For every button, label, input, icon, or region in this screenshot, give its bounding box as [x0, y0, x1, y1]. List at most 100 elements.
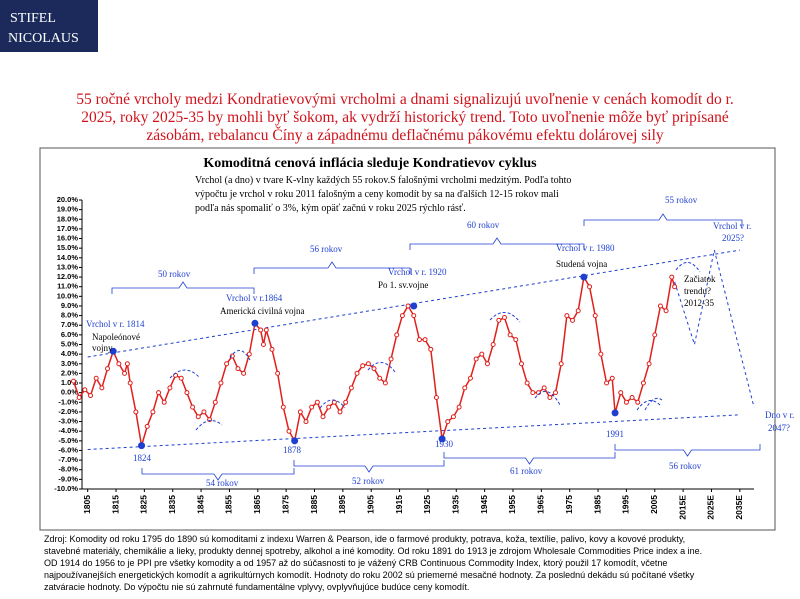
point: [178, 375, 184, 381]
y-tick-label: 2.0%: [61, 368, 78, 377]
point: [405, 303, 411, 309]
annotation: 1930: [435, 439, 454, 449]
point: [212, 399, 218, 405]
annotation: 54 rokov: [206, 478, 239, 488]
annotation: 60 rokov: [467, 220, 500, 230]
point: [116, 361, 122, 367]
x-tick-label: 1835: [167, 495, 177, 514]
y-tick-label: 10.0%: [57, 291, 79, 300]
point: [195, 414, 201, 420]
point: [246, 351, 252, 357]
chart-title: Komoditná cenová inflácia sleduje Kondra…: [203, 156, 537, 171]
annotation: Napoleónové: [92, 332, 140, 342]
point: [428, 346, 434, 352]
y-tick-label: 13.0%: [57, 262, 79, 271]
arrow: [534, 390, 561, 406]
annotation: 2047?: [768, 423, 790, 433]
y-tick-label: -6.0%: [58, 445, 78, 454]
point: [433, 394, 439, 400]
point: [70, 378, 76, 384]
annotation: Studená vojna: [556, 259, 607, 269]
point: [394, 332, 400, 338]
point: [652, 332, 658, 338]
x-tick-label: 2005: [649, 495, 659, 514]
point: [76, 394, 82, 400]
point: [93, 375, 99, 381]
y-tick-label: -3.0%: [58, 417, 78, 426]
chart-subtitle: výpočtu je vrchol v roku 2011 falošným a…: [195, 189, 559, 200]
annotation: 50 rokov: [158, 269, 191, 279]
arrow: [195, 420, 223, 431]
annotation: Po 1. sv.vojne: [378, 280, 428, 290]
point: [348, 385, 354, 391]
brace: [253, 261, 411, 274]
annotation: 1878: [283, 445, 302, 455]
point: [314, 399, 320, 405]
point: [467, 375, 473, 381]
x-tick-label: 2015E: [677, 495, 687, 520]
logo-text: NICOLAUS: [8, 31, 79, 46]
annotation: Vrchol v r.: [713, 221, 751, 231]
cycle-point: [251, 319, 259, 327]
point: [161, 399, 167, 405]
source-text: stavebné materiály, chemikálie a lieky, …: [44, 546, 702, 556]
y-tick-label: 3.0%: [61, 359, 78, 368]
point: [309, 404, 315, 410]
cycle-point: [611, 409, 619, 417]
y-tick-label: 14.0%: [57, 253, 79, 262]
point: [575, 308, 581, 314]
brace: [111, 281, 255, 294]
arrow: [489, 312, 521, 323]
x-tick-label: 1895: [337, 495, 347, 514]
point: [82, 387, 88, 393]
y-tick-label: -5.0%: [58, 436, 78, 445]
point: [388, 356, 394, 362]
arrow: [675, 262, 701, 273]
annotation: 56 rokov: [310, 244, 343, 254]
x-tick-label: 2025E: [706, 495, 716, 520]
point: [445, 419, 451, 425]
point: [507, 332, 513, 338]
point: [218, 380, 224, 386]
logo-text: STIFEL: [10, 11, 56, 26]
point: [411, 313, 417, 319]
point: [224, 361, 230, 367]
point: [88, 393, 94, 399]
point: [275, 370, 281, 376]
point: [184, 390, 190, 396]
point: [144, 423, 150, 429]
point: [541, 385, 547, 391]
point: [241, 370, 247, 376]
annotation: Vrchol v r.1864: [226, 293, 283, 303]
point: [167, 385, 173, 391]
brace: [409, 237, 585, 250]
arrow: [319, 399, 346, 409]
x-tick-label: 1805: [82, 495, 92, 514]
annotation: Vrchol v r. 1980: [556, 243, 615, 253]
point: [524, 380, 530, 386]
annotation: 1991: [606, 429, 624, 439]
y-tick-label: -8.0%: [58, 465, 78, 474]
point: [263, 327, 269, 333]
cycle-point: [291, 437, 299, 445]
headline: zásobám, rebalancu Číny a západnému defl…: [146, 127, 664, 144]
point: [190, 404, 196, 410]
y-tick-label: 20.0%: [57, 195, 79, 204]
annotation: 55 rokov: [665, 195, 698, 205]
y-tick-label: 19.0%: [57, 205, 79, 214]
point: [258, 327, 264, 333]
arrow: [644, 397, 663, 411]
y-tick-label: 18.0%: [57, 214, 79, 223]
point: [201, 409, 207, 415]
annotation: Začiatok: [684, 274, 716, 284]
x-tick-label: 1985: [592, 495, 602, 514]
annotation: 52 rokov: [352, 476, 385, 486]
point: [235, 366, 241, 372]
point: [640, 380, 646, 386]
brace: [583, 213, 743, 226]
x-tick-label: 1995: [621, 495, 631, 514]
chart-subtitle: podľa nás spomaliť o 3%, kým opäť začnú …: [195, 203, 466, 214]
point: [320, 414, 326, 420]
x-tick-label: 2035E: [734, 495, 744, 520]
